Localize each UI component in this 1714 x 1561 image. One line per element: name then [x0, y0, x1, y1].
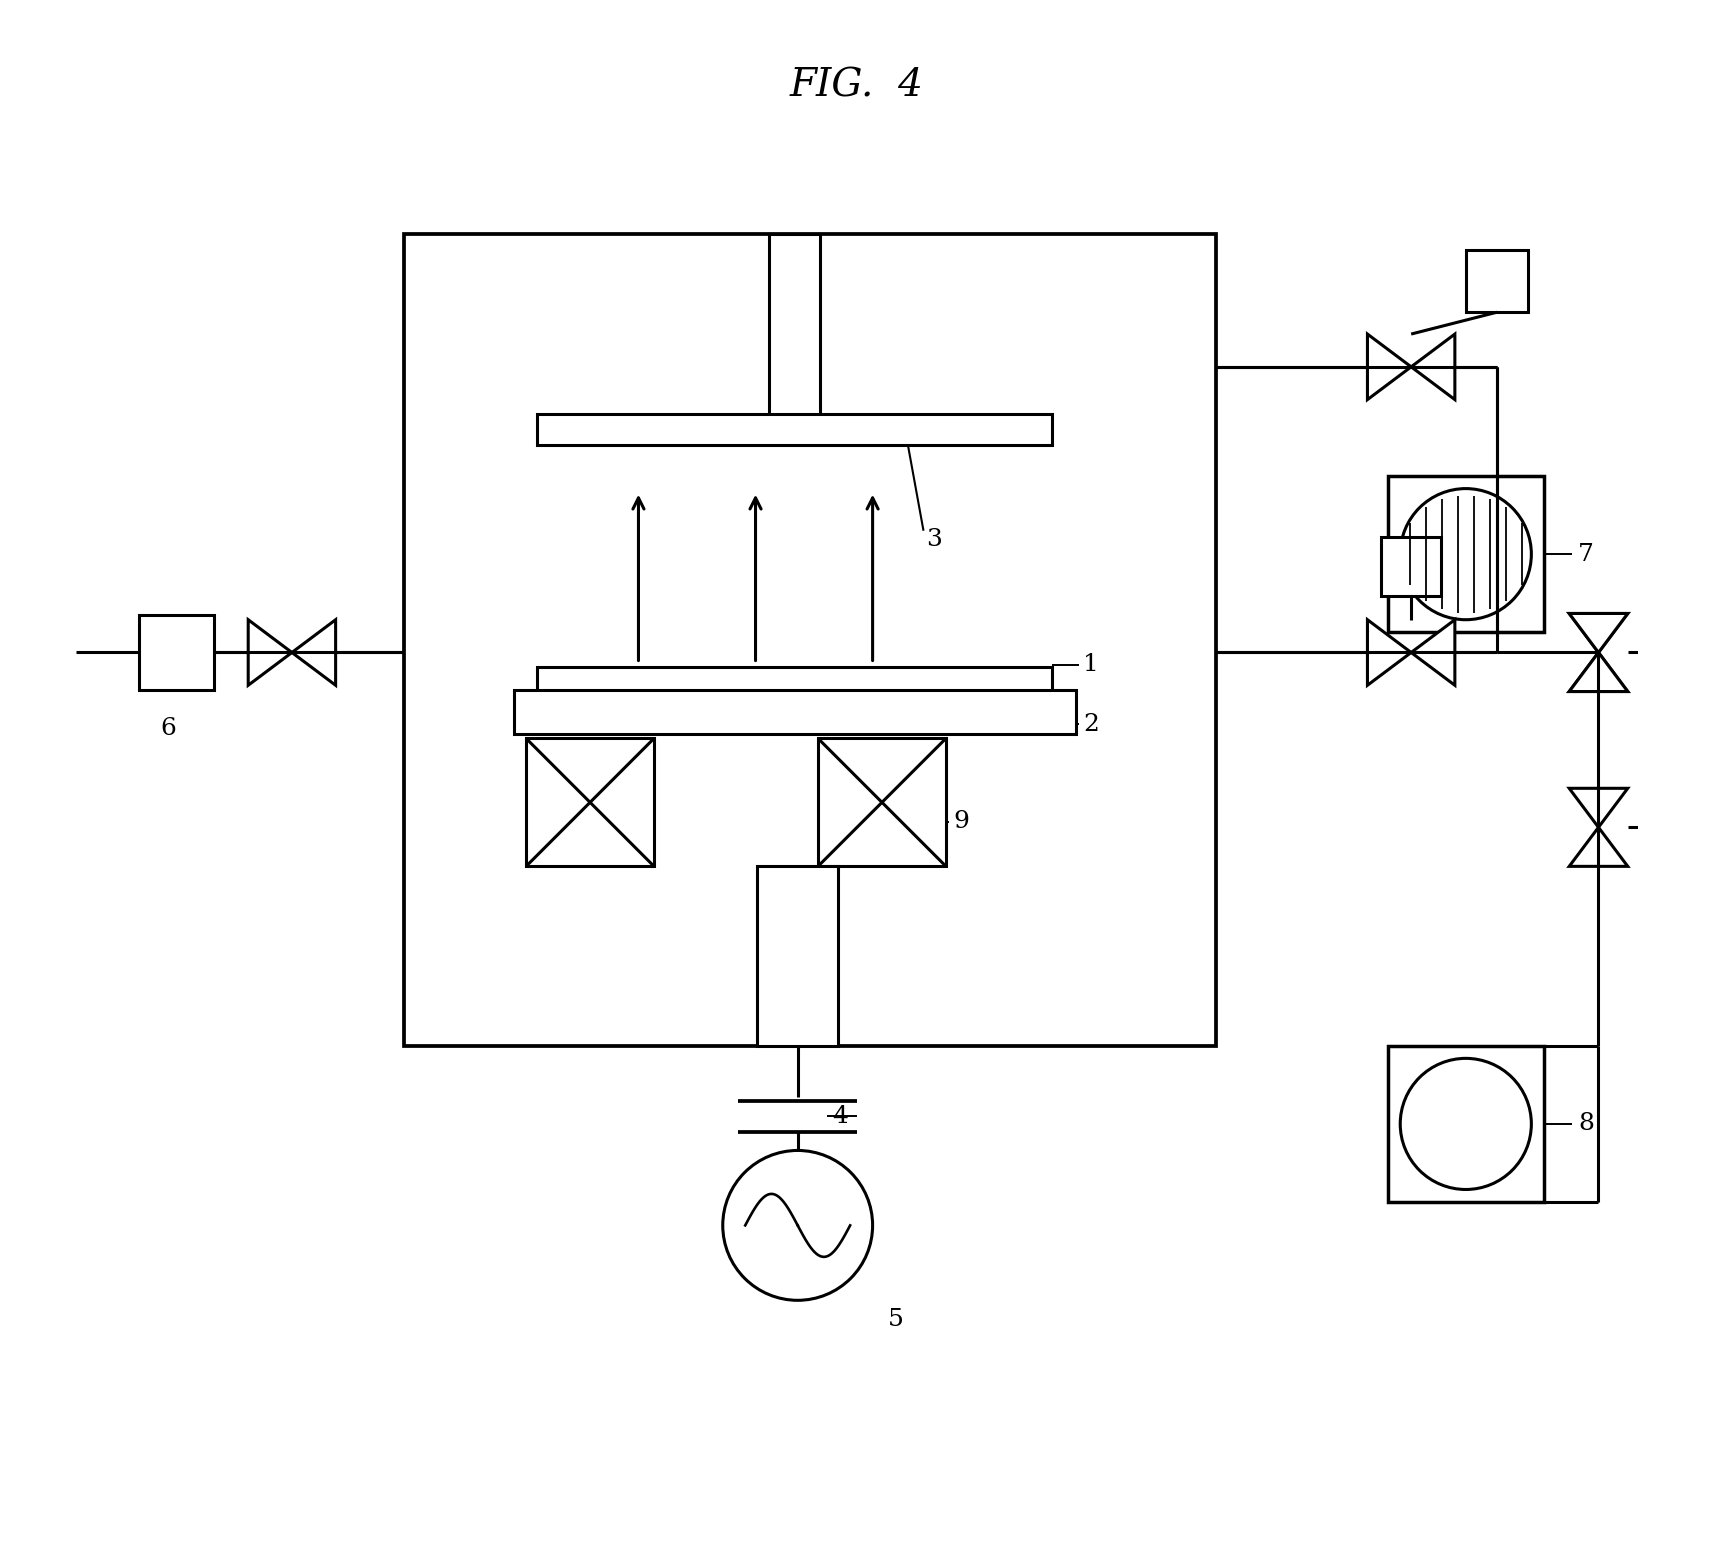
Polygon shape	[1570, 652, 1628, 692]
Polygon shape	[1570, 613, 1628, 652]
Bar	[1652, 798, 1712, 857]
Polygon shape	[291, 620, 336, 685]
Bar	[536, 667, 1052, 695]
Text: 5: 5	[888, 1308, 903, 1330]
Bar	[770, 234, 821, 421]
Text: 3: 3	[927, 528, 943, 551]
Text: 8: 8	[1579, 1113, 1594, 1135]
Text: 6: 6	[161, 718, 177, 740]
Text: 7: 7	[1579, 543, 1594, 565]
Text: 4: 4	[831, 1105, 848, 1127]
Text: FIG.  4: FIG. 4	[790, 67, 924, 105]
Bar	[818, 738, 946, 866]
Text: 2: 2	[1083, 713, 1099, 735]
Polygon shape	[1570, 788, 1628, 827]
Polygon shape	[1411, 334, 1455, 400]
Bar	[1652, 623, 1712, 682]
Bar	[1465, 250, 1529, 312]
Circle shape	[1400, 489, 1531, 620]
Polygon shape	[1570, 652, 1628, 692]
Polygon shape	[1570, 613, 1628, 652]
Circle shape	[1400, 1058, 1531, 1189]
Polygon shape	[249, 620, 291, 685]
Bar	[526, 738, 655, 866]
Text: 9: 9	[953, 810, 970, 834]
Polygon shape	[1411, 620, 1455, 685]
Polygon shape	[1570, 827, 1628, 866]
Bar	[758, 866, 838, 1046]
Bar	[1388, 476, 1544, 632]
Bar	[1381, 537, 1441, 596]
Bar	[514, 690, 1076, 734]
Text: 1: 1	[1083, 654, 1099, 676]
Bar	[405, 234, 1215, 1046]
Bar	[139, 615, 214, 690]
Bar	[536, 414, 1052, 445]
Circle shape	[723, 1150, 872, 1300]
Polygon shape	[1368, 334, 1411, 400]
Bar	[1388, 1046, 1544, 1202]
Polygon shape	[1368, 620, 1411, 685]
